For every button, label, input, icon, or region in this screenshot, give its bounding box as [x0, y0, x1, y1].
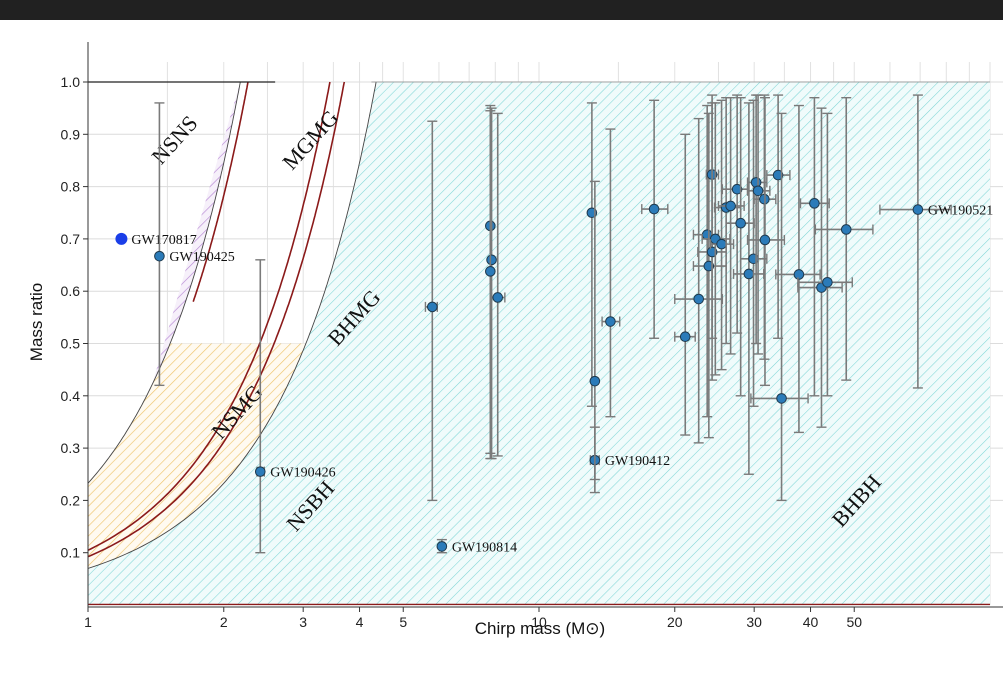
y-tick-label: 0.8 [61, 179, 81, 195]
data-marker [759, 234, 771, 246]
y-tick-label: 0.4 [61, 388, 81, 404]
event-label: GW190412 [605, 454, 670, 469]
data-marker [492, 292, 504, 303]
data-marker [735, 217, 746, 229]
x-tick-label: 50 [846, 614, 862, 630]
x-tick-label: 30 [746, 614, 762, 630]
data-marker [776, 393, 787, 404]
data-point [797, 107, 843, 428]
data-point [797, 112, 853, 397]
data-marker [731, 183, 743, 195]
data-marker [436, 541, 448, 552]
data-marker [772, 169, 784, 181]
data-point [766, 94, 791, 339]
y-tick-label: 0.2 [61, 492, 81, 508]
chart-frame: 0.1 0.2 0.3 0.4 0.5 0.6 0.7 0.8 0.9 1.0 1 2 3 4 5 10 20 3… [0, 20, 1003, 697]
data-marker [840, 224, 852, 235]
data-marker [679, 331, 691, 343]
data-marker [486, 254, 497, 266]
boundary-mg-upper-curve [192, 81, 249, 302]
data-point [424, 120, 439, 502]
data-marker [693, 293, 705, 305]
event-label: GW170817 [131, 233, 196, 248]
data-marker [485, 266, 496, 277]
data-point [775, 104, 821, 434]
data-point [641, 99, 669, 339]
data-marker [743, 268, 755, 280]
x-tick-label: 2 [220, 614, 228, 630]
data-marker [809, 198, 820, 209]
data-point [674, 133, 696, 436]
data-point [601, 128, 621, 418]
data-point [709, 99, 735, 371]
data-point: GW190521 [879, 94, 993, 389]
data-marker [589, 375, 601, 387]
x-axis-title: Chirp mass (M⊙) [475, 619, 605, 638]
data-marker [793, 269, 805, 280]
data-point: GW190426 [254, 259, 336, 554]
y-tick-label: 0.6 [61, 283, 81, 299]
y-axis-title: Mass ratio [27, 283, 46, 361]
y-tick-label: 0.1 [61, 545, 81, 561]
event-label: GW190426 [270, 466, 335, 481]
data-point: GW170817 [115, 232, 197, 248]
data-marker [427, 301, 438, 313]
data-layer: GW170817 GW190425 GW190426 GW190814 GW190412… [115, 94, 993, 555]
x-tick-label: 1 [84, 614, 92, 630]
y-tick-label: 0.5 [61, 336, 81, 352]
y-tick-label: 1.0 [61, 74, 81, 90]
data-point [799, 96, 830, 397]
data-point: GW190425 [154, 102, 235, 387]
y-tick-label: 0.3 [61, 440, 81, 456]
mass-ratio-chart: 0.1 0.2 0.3 0.4 0.5 0.6 0.7 0.8 0.9 1.0 1 2 3 4 5 10 20 3… [27, 42, 1003, 638]
data-marker [605, 316, 616, 327]
boundary-ns-curve [88, 81, 241, 484]
region-label-nsns: NSNS [146, 110, 202, 169]
data-point [717, 96, 745, 355]
event-label: GW190425 [169, 250, 234, 265]
data-marker [912, 204, 924, 215]
data-marker [706, 246, 718, 258]
data-marker [716, 238, 727, 250]
data-marker [648, 203, 660, 215]
boundary-bh-curve [88, 81, 377, 569]
x-tick-label: 3 [299, 614, 307, 630]
data-marker-highlight [115, 232, 128, 245]
y-tick-label: 0.9 [61, 126, 81, 142]
data-marker [703, 260, 715, 272]
data-marker [822, 277, 833, 288]
data-point: GW190814 [436, 538, 517, 555]
x-tick-label: 5 [399, 614, 407, 630]
data-point [485, 110, 496, 460]
data-point [589, 180, 601, 481]
data-marker [725, 200, 736, 212]
data-point [674, 117, 724, 444]
x-tick-label: 40 [803, 614, 819, 630]
data-point [490, 112, 506, 457]
axes: 0.1 0.2 0.3 0.4 0.5 0.6 0.7 0.8 0.9 1.0 1 2 3 4 5 10 20 3… [61, 42, 1003, 630]
x-tick-label: 4 [356, 614, 364, 630]
event-label: GW190814 [452, 540, 517, 555]
data-point [814, 96, 874, 381]
x-tick-label: 20 [667, 614, 683, 630]
data-point [746, 94, 771, 355]
data-marker [154, 250, 165, 262]
x-tick-label: 10 [531, 614, 547, 630]
y-tick-label: 0.7 [61, 231, 81, 247]
data-marker [752, 185, 764, 197]
region-nsbh-fill [88, 343, 306, 605]
event-label: GW190521 [928, 204, 993, 219]
data-marker [254, 466, 266, 477]
boundary-bhmg-curve [88, 81, 346, 558]
